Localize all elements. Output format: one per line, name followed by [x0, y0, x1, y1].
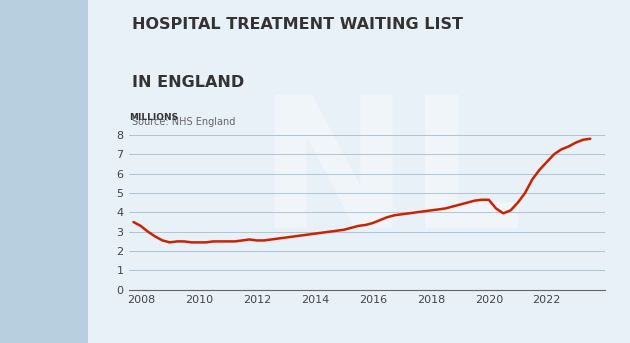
Text: MILLIONS: MILLIONS [129, 113, 178, 122]
FancyBboxPatch shape [88, 0, 630, 343]
Text: Source: NHS England: Source: NHS England [132, 117, 236, 127]
Text: IN ENGLAND: IN ENGLAND [132, 75, 244, 91]
Text: HOSPITAL TREATMENT WAITING LIST: HOSPITAL TREATMENT WAITING LIST [132, 17, 463, 32]
Text: NL: NL [258, 90, 524, 267]
